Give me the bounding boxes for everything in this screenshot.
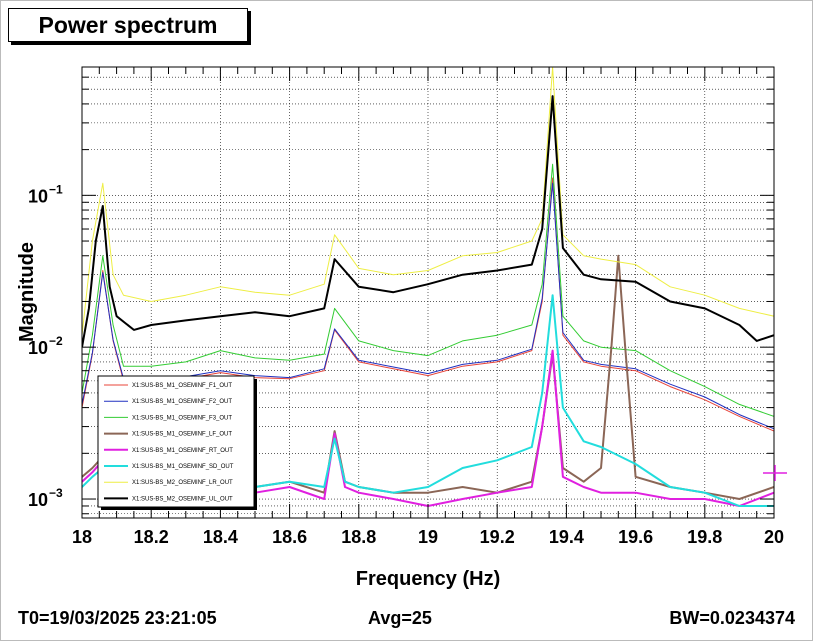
series-line — [82, 163, 774, 417]
legend-entry: X1:SUS-BS_M2_OSEMINF_UL_OUT — [132, 496, 233, 502]
legend-entry: X1:SUS-BS_M1_OSEMINF_RT_OUT — [132, 448, 233, 454]
x-tick-label: 18.4 — [203, 527, 238, 547]
legend-entry: X1:SUS-BS_M1_OSEMINF_F1_OUT — [132, 383, 232, 389]
y-axis-label: Magnitude — [16, 242, 38, 342]
legend-entry: X1:SUS-BS_M1_OSEMINF_LF_OUT — [132, 432, 232, 438]
y-tick-exponent: −2 — [49, 334, 63, 348]
axes: 18 18.2 18.4 18.6 18.8 19 19.2 19.4 19.6 19.8 20 10… — [28, 67, 784, 547]
x-tick-label: 19.2 — [480, 527, 515, 547]
series-line — [82, 67, 774, 336]
y-tick-label: 10 — [28, 338, 48, 358]
x-tick-label: 19.8 — [687, 527, 722, 547]
x-tick-label: 18.8 — [341, 527, 376, 547]
x-tick-label: 18.2 — [134, 527, 169, 547]
x-tick-label: 18 — [72, 527, 92, 547]
y-tick-exponent: −1 — [49, 182, 63, 196]
footer-average-count: Avg=25 — [368, 608, 432, 628]
x-tick-label: 19 — [418, 527, 438, 547]
legend: X1:SUS-BS_M1_OSEMINF_F1_OUT X1:SUS-BS_M1_… — [97, 375, 257, 510]
x-tick-label: 20 — [764, 527, 784, 547]
x-axis-label: Frequency (Hz) — [356, 568, 500, 590]
title-box: Power spectrum — [8, 8, 248, 42]
chart-title: Power spectrum — [38, 12, 218, 38]
crosshair-marker[interactable] — [763, 465, 787, 481]
legend-entry: X1:SUS-BS_M2_OSEMINF_LR_OUT — [132, 480, 233, 486]
footer-bandwidth: BW=0.0234374 — [669, 608, 795, 628]
x-tick-label: 18.6 — [272, 527, 307, 547]
legend-box — [97, 375, 255, 508]
y-tick-exponent: −3 — [49, 486, 63, 500]
legend-entry: X1:SUS-BS_M1_OSEMINF_F2_OUT — [132, 399, 232, 405]
x-tick-label: 19.4 — [549, 527, 584, 547]
footer-start-time: T0=19/03/2025 23:21:05 — [18, 608, 217, 628]
y-tick-label: 10 — [28, 186, 48, 206]
y-tick-label: 10 — [28, 490, 48, 510]
series-line — [82, 95, 774, 348]
legend-entry: X1:SUS-BS_M1_OSEMINF_SD_OUT — [132, 464, 234, 470]
legend-entry: X1:SUS-BS_M1_OSEMINF_F3_OUT — [132, 415, 232, 421]
x-tick-label: 19.6 — [618, 527, 653, 547]
